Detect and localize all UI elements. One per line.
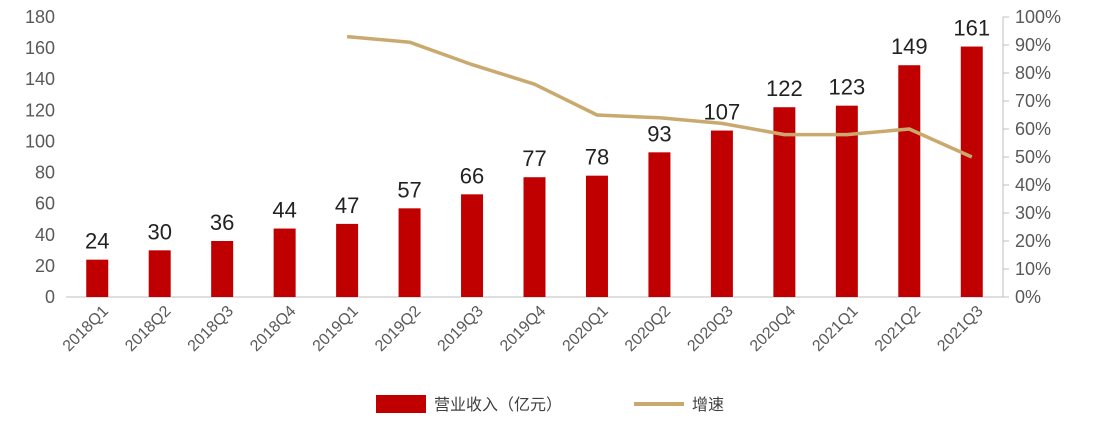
revenue-bar	[960, 46, 983, 297]
x-tick-label: 2018Q2	[122, 303, 174, 355]
y-left-tick-label: 20	[35, 256, 55, 276]
revenue-data-label: 93	[647, 121, 671, 146]
revenue-data-label: 57	[397, 177, 421, 202]
revenue-bar	[523, 177, 546, 297]
x-tick-label: 2019Q2	[372, 303, 424, 355]
y-left-tick-label: 140	[25, 69, 55, 89]
revenue-bar	[648, 152, 671, 297]
y-right-tick-label: 90%	[1015, 35, 1051, 55]
y-right-tick-label: 60%	[1015, 119, 1051, 139]
revenue-bar	[336, 223, 359, 297]
y-left-tick-label: 60	[35, 194, 55, 214]
revenue-bar	[461, 194, 484, 297]
revenue-data-label: 107	[704, 100, 741, 125]
x-tick-label: 2021Q1	[809, 303, 861, 355]
y-left-tick-label: 0	[45, 287, 55, 307]
data-labels-group: 24 30 36 44 47 57 66 77 78 93 107 122 123 149 161	[85, 16, 990, 254]
revenue-bar	[835, 105, 858, 298]
y-right-tick-label: 20%	[1015, 231, 1051, 251]
x-tick-label: 2019Q3	[435, 303, 487, 355]
axes-group: 0 20 40 60 80 100 120 140 160 180 0% 10% 20% 30% 40% 50…	[25, 7, 1061, 307]
y-right-tick-label: 70%	[1015, 91, 1051, 111]
revenue-data-label: 149	[891, 34, 928, 59]
bars-group	[86, 46, 983, 298]
y-right-tick-label: 10%	[1015, 259, 1051, 279]
y-left-tick-label: 80	[35, 163, 55, 183]
revenue-bar	[211, 241, 234, 297]
x-tick-label: 2020Q1	[560, 303, 612, 355]
revenue-bar	[898, 65, 921, 297]
x-tick-label: 2021Q3	[934, 303, 986, 355]
revenue-bar	[148, 250, 171, 297]
y-left-tick-label: 120	[25, 100, 55, 120]
y-left-tick-label: 160	[25, 38, 55, 58]
x-tick-label: 2020Q2	[622, 303, 674, 355]
revenue-data-label: 47	[335, 193, 359, 218]
legend-label-revenue: 营业收入（亿元）	[434, 395, 562, 414]
y-right-tick-label: 40%	[1015, 175, 1051, 195]
x-tick-label: 2018Q1	[60, 303, 112, 355]
y-right-tick-label: 50%	[1015, 147, 1051, 167]
x-tick-label: 2018Q3	[185, 303, 237, 355]
y-left-tick-label: 40	[35, 225, 55, 245]
revenue-bar	[273, 228, 296, 297]
revenue-data-label: 36	[210, 210, 234, 235]
revenue-bar	[398, 208, 421, 297]
growth-line-group	[346, 34, 973, 159]
revenue-bar	[710, 130, 733, 297]
y-right-tick-label: 100%	[1015, 7, 1061, 27]
x-tick-label: 2019Q4	[497, 303, 549, 355]
revenue-data-label: 77	[522, 146, 546, 171]
y-right-tick-label: 30%	[1015, 203, 1051, 223]
x-tick-label: 2020Q3	[684, 303, 736, 355]
revenue-bar	[585, 175, 608, 297]
y-left-tick-label: 180	[25, 7, 55, 27]
legend-label-growth: 增速	[692, 395, 724, 414]
revenue-data-label: 44	[272, 198, 296, 223]
x-tick-label: 2018Q4	[247, 303, 299, 355]
revenue-data-label: 66	[460, 163, 484, 188]
legend-swatch-revenue	[376, 395, 426, 413]
y-right-tick-label: 0%	[1015, 287, 1041, 307]
x-tick-label: 2020Q4	[747, 303, 799, 355]
revenue-data-label: 24	[85, 229, 109, 254]
revenue-data-label: 161	[953, 16, 990, 41]
x-tick-label: 2019Q1	[310, 303, 362, 355]
y-right-tick-label: 80%	[1015, 63, 1051, 83]
y-left-tick-label: 100	[25, 131, 55, 151]
revenue-bar	[773, 107, 796, 297]
x-ticks-group: 2018Q1 2018Q2 2018Q3 2018Q4 2019Q1 2019Q2 2019…	[60, 303, 987, 355]
revenue-data-label: 30	[147, 219, 171, 244]
legend: 营业收入（亿元） 增速	[376, 395, 724, 414]
x-tick-label: 2021Q2	[872, 303, 924, 355]
revenue-data-label: 123	[828, 75, 865, 100]
revenue-data-label: 122	[766, 76, 803, 101]
revenue-bar	[86, 259, 109, 297]
revenue-data-label: 78	[585, 145, 609, 170]
